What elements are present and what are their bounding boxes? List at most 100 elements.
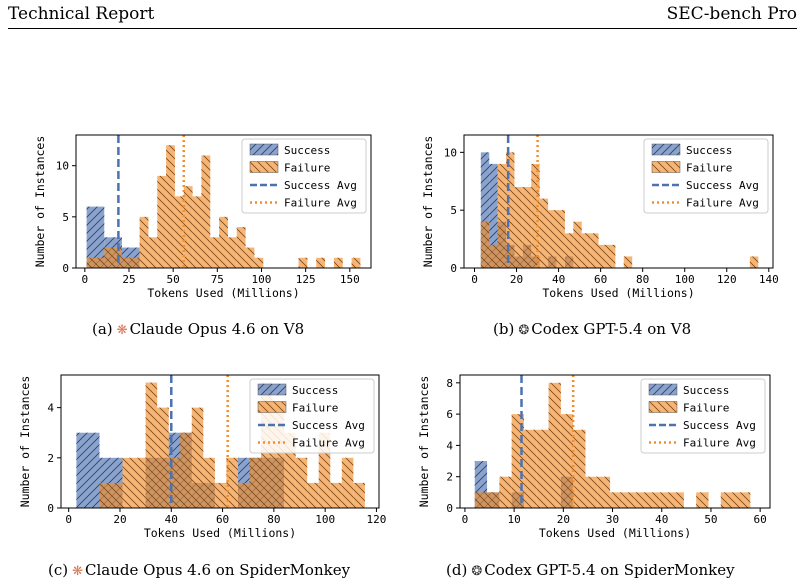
legend-swatch-hatch [250,161,278,173]
failure-bar-hatch [180,432,192,508]
failure-bar-hatch [174,196,184,268]
caption-a: (a) ❋ Claude Opus 4.6 on V8 [92,320,304,338]
legend-box [249,378,375,454]
failure-bar-hatch [523,429,537,508]
plot-frame [75,134,372,269]
success-bar-hatch [489,163,498,268]
legend-label: Failure [683,402,729,415]
failure-bar-hatch [237,482,250,508]
failure-bar-hatch [214,482,227,508]
failure-bar-hatch [245,247,255,268]
failure-bar-hatch [597,476,611,508]
chart-panel-a: 0 25 50 75 100 125 150 0 5 10 Tokens Used (Million… [0,120,400,340]
legend-label: Failure [284,162,330,175]
header-rule [8,28,797,29]
failure-bar-hatch [295,457,308,508]
x-tick-label: 125 [296,273,316,286]
failure-bar-hatch [318,432,331,508]
legend-box [643,138,769,214]
plot-frame [60,374,380,509]
failure-bar-hatch [192,196,202,268]
failure-bar-hatch [203,457,215,508]
failure-bar-hatch [121,257,131,268]
failure-bar-hatch [749,256,759,268]
x-tick-label: 0 [65,513,72,526]
chart-panel-d: 0 10 20 30 40 50 60 0 2 4 6 8 Tokens Used (Millions)… [400,360,800,580]
failure-bar-hatch [227,237,237,268]
failure-bar-hatch [539,198,549,268]
legend-label: Success [683,384,729,397]
failure-bar-hatch [487,492,500,508]
failure-bar-hatch [168,457,181,508]
failure-bar-hatch [86,257,105,268]
histogram-svg: 0 20 40 60 80 100 120 0 2 4 Tokens Used (Millions)… [18,374,386,540]
failure-bar-hatch [226,457,238,508]
y-tick-label: 2 [446,471,453,484]
legend-swatch-hatch [258,401,286,413]
x-tick-label: 0 [82,273,89,286]
failure-bar-hatch [581,233,591,268]
x-tick-label: 100 [252,273,272,286]
failure-bar-hatch [560,414,574,508]
y-tick-label: 4 [47,402,54,415]
y-tick-label: 8 [446,377,453,390]
failure-bar-hatch [166,145,175,268]
failure-bar-hatch [480,221,490,268]
legend-label: Success Avg [292,419,365,432]
x-tick-label: 80 [636,273,649,286]
failure-bar-hatch [556,210,565,268]
x-tick-label: 100 [315,513,335,526]
legend-label: Success Avg [284,179,357,192]
failure-bar-hatch [606,244,616,268]
header-right-title: SEC-bench Pro [666,4,797,24]
y-tick-label: 5 [62,211,69,224]
x-tick-label: 80 [267,513,280,526]
failure-bar-hatch [298,257,308,268]
x-tick-label: 0 [462,513,469,526]
failure-bar-hatch [659,492,684,508]
failure-bar-hatch [573,429,586,508]
y-tick-label: 0 [47,502,54,515]
failure-bar-hatch [139,216,149,268]
x-tick-label: 0 [471,273,478,286]
failure-bar-hatch [183,186,193,268]
x-axis-label: Tokens Used (Millions) [539,526,691,540]
x-tick-label: 40 [165,513,178,526]
x-tick-label: 30 [606,513,619,526]
failure-bar-hatch [497,163,507,268]
failure-bar-hatch [316,257,326,268]
caption-c-text: Claude Opus 4.6 on SpiderMonkey [85,561,351,579]
x-tick-label: 50 [167,273,180,286]
failure-bar-hatch [514,187,523,268]
caption-a-text: Claude Opus 4.6 on V8 [129,320,305,338]
failure-bar-hatch [236,227,246,268]
failure-bar-hatch [341,457,354,508]
legend-swatch-hatch [649,401,677,413]
failure-bar-hatch [623,256,633,268]
failure-bar-hatch [130,257,140,268]
failure-bar-hatch [99,482,123,508]
x-axis-label: Tokens Used (Millions) [542,286,694,300]
failure-bar-hatch [145,382,158,508]
failure-bar-hatch [590,233,599,268]
y-tick-label: 10 [56,160,69,173]
failure-bar-hatch [157,175,167,268]
failure-bar-hatch [720,492,751,508]
x-tick-label: 60 [216,513,229,526]
success-bar-hatch [76,432,100,508]
histogram-svg: 0 10 20 30 40 50 60 0 2 4 6 8 Tokens Used (Millions)… [417,374,771,540]
x-tick-label: 40 [552,273,565,286]
x-tick-label: 120 [717,273,737,286]
failure-bar-hatch [622,492,635,508]
y-axis-label: Number of Instances [421,136,435,268]
legend-label: Success [284,144,330,157]
x-tick-label: 20 [113,513,126,526]
failure-bar-hatch [210,237,220,268]
y-axis-label: Number of Instances [417,376,431,508]
failure-bar-hatch [506,152,515,268]
legend-label: Success [292,384,338,397]
legend-label: Failure [686,162,732,175]
failure-bar-hatch [536,429,549,508]
x-tick-label: 40 [655,513,668,526]
x-tick-label: 60 [754,513,767,526]
